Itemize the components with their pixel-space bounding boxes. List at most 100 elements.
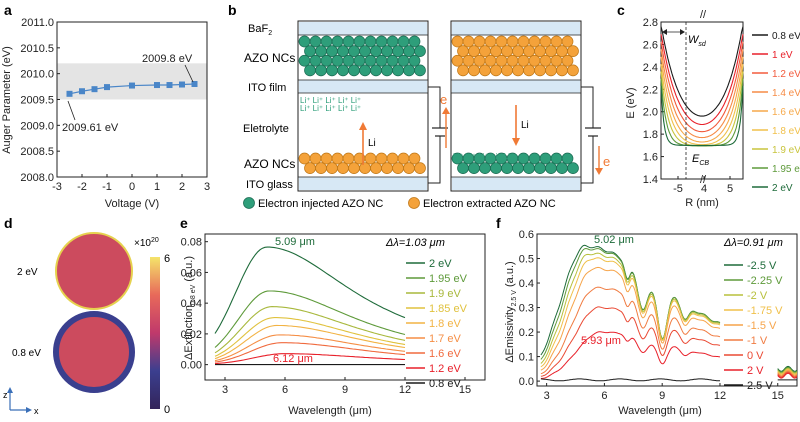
nanocrystal bbox=[353, 35, 366, 48]
circuit-right bbox=[581, 86, 594, 128]
nanocrystal bbox=[392, 64, 404, 77]
nanocrystal bbox=[468, 64, 480, 77]
nanocrystal bbox=[457, 162, 469, 174]
label-baf2: BaF2 bbox=[248, 23, 272, 37]
legend-label: 1.95 eV bbox=[772, 164, 800, 175]
band-curve-1.6-eV bbox=[660, 56, 744, 143]
panel-label-f: f bbox=[496, 215, 501, 231]
nanocrystal bbox=[495, 35, 508, 48]
nanocrystal bbox=[451, 54, 464, 67]
legend-label: 2 eV bbox=[429, 258, 452, 270]
emissivity-curve-2-V bbox=[540, 331, 721, 379]
nanocrystal bbox=[512, 45, 524, 57]
legend-label: 1.6 eV bbox=[772, 107, 800, 118]
band-curve-1.8-eV bbox=[660, 64, 744, 146]
nanocrystal bbox=[304, 45, 316, 57]
chart-e-xlabel: Wavelength (μm) bbox=[288, 405, 372, 417]
nanocrystal bbox=[556, 64, 568, 77]
data-point bbox=[66, 90, 73, 97]
emissivity-tail bbox=[777, 369, 798, 376]
label-08ev: 0.8 eV bbox=[12, 348, 41, 359]
nanocrystal bbox=[326, 162, 338, 174]
nanocrystal bbox=[309, 152, 322, 165]
emissivity-tail bbox=[777, 365, 798, 372]
data-point bbox=[154, 82, 160, 89]
extinction-curve-1.8-eV bbox=[214, 324, 406, 360]
nanocrystal bbox=[298, 54, 311, 67]
nc-2ev bbox=[55, 232, 133, 310]
legend-label: 2 eV bbox=[772, 183, 793, 194]
nanocrystal bbox=[403, 45, 415, 57]
nanocrystal bbox=[523, 64, 535, 77]
ytick-label: 0.2 bbox=[519, 327, 534, 339]
extinction-curve-1.6-eV bbox=[214, 342, 406, 363]
nanocrystal bbox=[561, 152, 574, 165]
nanocrystal bbox=[392, 45, 404, 57]
emissivity-tail bbox=[777, 371, 798, 378]
legend-label: -1.75 V bbox=[747, 305, 783, 317]
li-row-left: Li⁺ Li⁺ Li⁺ Li⁺ Li⁺ bbox=[300, 96, 361, 105]
nanocrystal bbox=[309, 54, 322, 67]
nanocrystal bbox=[501, 162, 513, 174]
nanocrystal bbox=[342, 35, 355, 48]
band-curve-1.9-eV bbox=[660, 71, 744, 147]
data-point bbox=[166, 82, 173, 89]
ytick-label: 0.1 bbox=[519, 352, 534, 364]
nanocrystal bbox=[512, 64, 524, 77]
nanocrystal bbox=[512, 162, 524, 174]
nanocrystal bbox=[462, 35, 475, 48]
band-curve-2-eV bbox=[660, 85, 744, 146]
label-electrolyte: Eletrolyte bbox=[243, 123, 289, 135]
nanocrystal bbox=[550, 54, 563, 67]
annotation-612: 6.12 μm bbox=[273, 353, 313, 365]
nanocrystal bbox=[517, 54, 530, 67]
extinction-curve-1.7-eV bbox=[214, 334, 406, 362]
legend-label: 1.95 eV bbox=[429, 273, 468, 285]
axis-break: // bbox=[700, 9, 707, 21]
legend-label: -1 V bbox=[747, 335, 768, 347]
ecb-label: ECB bbox=[692, 153, 709, 167]
legend-label: -1.5 V bbox=[747, 320, 777, 332]
xtick-label: 15 bbox=[772, 390, 784, 402]
label-azo-bottom: AZO NCs bbox=[244, 157, 295, 171]
nanocrystal bbox=[457, 64, 469, 77]
nanocrystal bbox=[545, 162, 557, 174]
emissivity-curve--1.75-V bbox=[540, 257, 721, 368]
wsd-arrowhead bbox=[680, 29, 685, 35]
colorbar-min: 0 bbox=[164, 404, 170, 416]
nanocrystal bbox=[550, 152, 563, 165]
ytick-label: 2010.0 bbox=[20, 69, 54, 81]
xtick-label: -5 bbox=[673, 183, 683, 195]
nanocrystal bbox=[370, 64, 382, 77]
nanocrystal bbox=[556, 162, 568, 174]
annotation-502: 5.02 μm bbox=[594, 234, 634, 246]
ytick-label: 2.4 bbox=[643, 62, 658, 74]
nanocrystal bbox=[386, 35, 399, 48]
nanocrystal bbox=[408, 54, 421, 67]
nanocrystal bbox=[506, 35, 519, 48]
nanocrystal bbox=[490, 162, 502, 174]
nanocrystal bbox=[298, 35, 311, 48]
ytick-label: 2009.5 bbox=[20, 95, 54, 107]
nanocrystal bbox=[534, 64, 546, 77]
annotation-dlambda-f: Δλ=0.91 μm bbox=[723, 237, 783, 249]
axis-x-label: x bbox=[34, 406, 39, 416]
legend-label: -2.25 V bbox=[747, 275, 783, 287]
nanocrystal bbox=[353, 54, 366, 67]
annotation-arrow-low bbox=[67, 100, 76, 121]
circuit-right bbox=[581, 136, 594, 184]
ytick-label: 0.3 bbox=[519, 303, 534, 315]
nanocrystal bbox=[550, 35, 563, 48]
nanocrystal bbox=[539, 152, 552, 165]
nanocrystal bbox=[359, 45, 371, 57]
ytick-label: 0.08 bbox=[181, 237, 202, 249]
circuit-left bbox=[428, 136, 441, 184]
emissivity-curve--1-V bbox=[540, 286, 721, 375]
nanocrystal bbox=[331, 35, 344, 48]
xtick-label: 1 bbox=[154, 181, 160, 193]
nanocrystal bbox=[517, 152, 530, 165]
nanocrystal bbox=[370, 45, 382, 57]
nanocrystal bbox=[381, 162, 393, 174]
axis-x-head bbox=[26, 407, 32, 413]
ytick-label: 2008.5 bbox=[20, 146, 54, 158]
